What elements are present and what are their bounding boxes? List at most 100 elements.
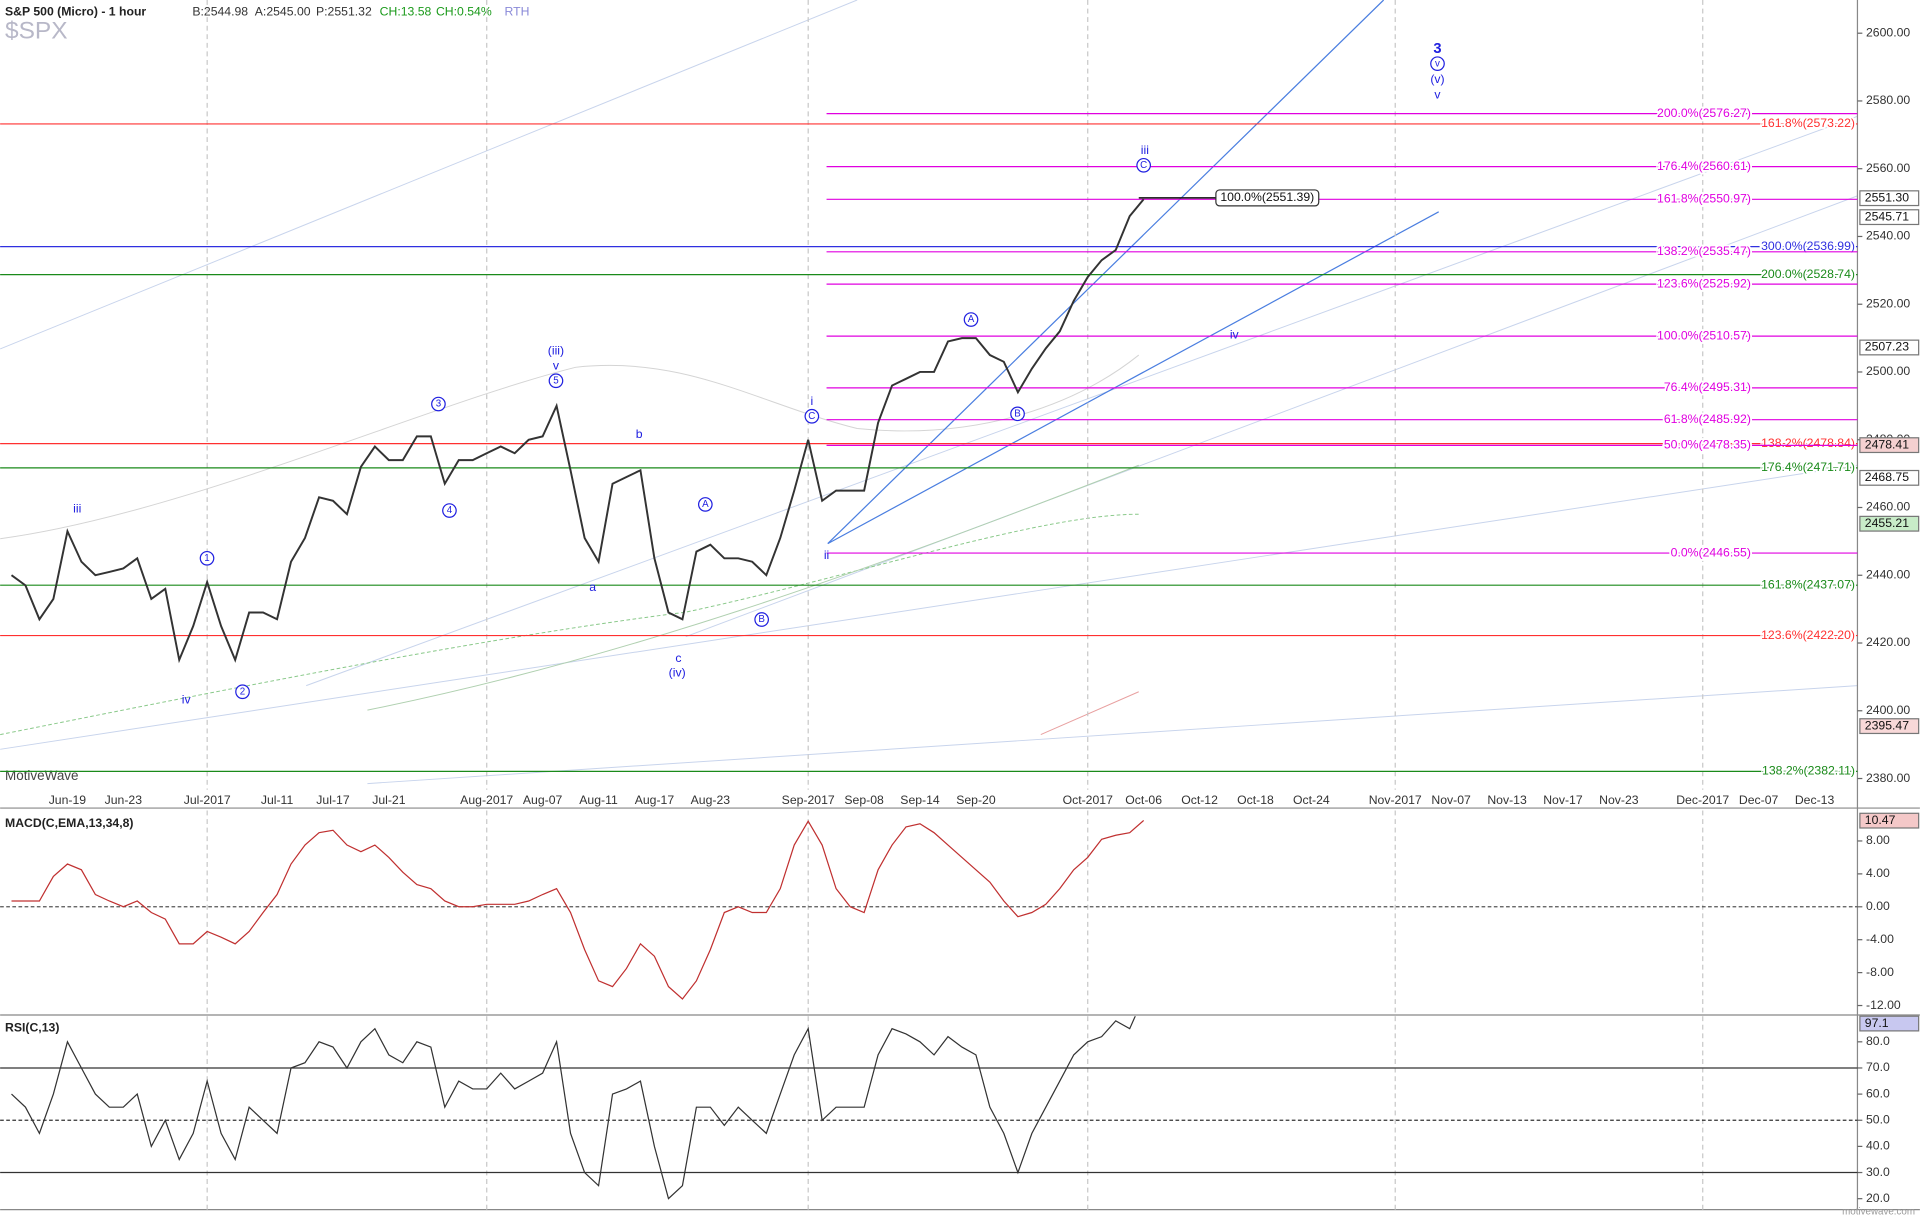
wave-label: C (1140, 160, 1147, 171)
y-tick-label: 30.0 (1866, 1165, 1890, 1179)
x-tick-label: Aug-23 (691, 793, 731, 807)
wave-circle (754, 612, 770, 627)
level-label: 161.8%(2573.22) (1761, 116, 1855, 130)
wave-label: (iv) (669, 666, 686, 680)
quote-item: RTH (505, 4, 530, 18)
wave-circle (199, 550, 215, 566)
wave-label: C (808, 411, 815, 422)
wave-label: 3 (436, 399, 442, 410)
fib-label: 76.4%(2495.31) (1664, 380, 1751, 394)
level-label: 123.6%(2422.20) (1761, 628, 1855, 642)
wave-circle (1010, 406, 1025, 422)
wave-circle (548, 373, 564, 389)
faint-trend-lines (0, 0, 1858, 785)
value-marker-label: 2478.41 (1865, 437, 1909, 451)
wave-label: 3 (1433, 41, 1441, 57)
x-tick-label: Nov-23 (1599, 793, 1639, 807)
y-tick-label: 0.00 (1866, 899, 1890, 913)
wave-label: A (968, 314, 975, 325)
fib-label: 138.2%(2535.47) (1657, 244, 1751, 258)
y-tick-label: 8.00 (1866, 833, 1890, 847)
x-tick-label: Jun-19 (49, 793, 87, 807)
x-tick-label: Nov-17 (1543, 793, 1583, 807)
macd-line (11, 819, 1145, 1000)
level-label: 138.2%(2478.84) (1761, 436, 1855, 450)
value-marker-label: 2468.75 (1865, 470, 1909, 484)
channel-lines (827, 0, 1440, 545)
rsi-line (11, 1016, 1136, 1200)
fib-label: 161.8%(2550.97) (1657, 192, 1751, 206)
x-tick-label: Oct-18 (1237, 793, 1274, 807)
target-label: 100.0%(2551.39) (1220, 190, 1314, 204)
y-tick-label: 2380.00 (1866, 771, 1910, 785)
macd-title: MACD(C,EMA,13,34,8) (5, 816, 134, 830)
value-marker-box (1859, 437, 1920, 454)
wave-circle (804, 408, 820, 424)
value-marker-box (1859, 339, 1920, 356)
wave-circle (431, 396, 446, 412)
y-tick-label: -4.00 (1866, 932, 1894, 946)
wave-label: 4 (447, 505, 453, 516)
y-tick-label: 2500.00 (1866, 364, 1910, 378)
y-tick-label: 2420.00 (1866, 635, 1910, 649)
y-tick-label: 20.0 (1866, 1191, 1890, 1205)
y-tick-label: 70.0 (1866, 1060, 1890, 1074)
level-label: 300.0%(2536.99) (1761, 239, 1855, 253)
last-value-label: 10.47 (1865, 813, 1896, 827)
y-tick-label: -8.00 (1866, 965, 1894, 979)
wave-label: (iii) (548, 344, 564, 358)
quote-item: P:2551.32 (316, 4, 372, 18)
chart-title: S&P 500 (Micro) - 1 hour (5, 4, 146, 18)
x-tick-label: Aug-07 (523, 793, 563, 807)
y-tick-label: 2440.00 (1866, 567, 1910, 581)
wave-label: 5 (553, 375, 559, 386)
x-tick-label: Jul-2017 (184, 793, 231, 807)
value-marker-box (1859, 209, 1920, 226)
wave-circle (963, 312, 979, 327)
wave-label: 2 (240, 686, 245, 697)
symbol: $SPX (5, 17, 68, 44)
x-tick-label: Oct-06 (1125, 793, 1162, 807)
x-tick-label: Nov-2017 (1369, 793, 1422, 807)
x-tick-label: Dec-07 (1739, 793, 1779, 807)
value-marker-box (1859, 469, 1920, 486)
wave-label: iii (73, 502, 81, 516)
x-tick-label: Sep-08 (844, 793, 884, 807)
y-tick-label: 2400.00 (1866, 703, 1910, 717)
wave-circle (1430, 56, 1445, 72)
quote-item: B:2544.98 (192, 4, 248, 18)
price-line (10, 198, 1145, 664)
x-tick-label: Aug-2017 (460, 793, 513, 807)
x-tick-label: Aug-17 (635, 793, 675, 807)
level-label: 200.0%(2528.74) (1761, 267, 1855, 281)
wave-label: b (636, 427, 643, 441)
level-label: 176.4%(2471.71) (1761, 460, 1855, 474)
wave-label: 1 (204, 553, 209, 564)
y-tick-label: 50.0 (1866, 1112, 1890, 1126)
last-value-box (1859, 812, 1920, 829)
y-tick-label: 40.0 (1866, 1139, 1890, 1153)
x-tick-label: Oct-2017 (1063, 793, 1114, 807)
x-tick-label: Sep-2017 (782, 793, 835, 807)
wave-label: B (758, 614, 765, 625)
fib-label: 50.0%(2478.35) (1664, 438, 1751, 452)
wave-label: a (589, 580, 596, 594)
y-tick-label: 4.00 (1866, 866, 1890, 880)
wave-label: c (675, 651, 681, 665)
wave-label: iv (1230, 328, 1240, 342)
y-tick-label: 2560.00 (1866, 161, 1910, 175)
y-tick-label: 2600.00 (1866, 25, 1910, 39)
wave-label: ii (824, 548, 829, 562)
x-tick-label: Sep-20 (956, 793, 996, 807)
fib-label: 61.8%(2485.92) (1664, 412, 1751, 426)
wave-label: (v) (1430, 72, 1444, 86)
value-marker-box (1859, 515, 1920, 532)
x-tick-label: Nov-13 (1487, 793, 1527, 807)
last-value-label: 97.1 (1865, 1016, 1889, 1030)
wave-circle (235, 684, 250, 700)
value-marker-label: 2455.21 (1865, 516, 1909, 530)
value-marker-label: 2395.47 (1865, 718, 1909, 732)
x-tick-label: Nov-07 (1431, 793, 1471, 807)
wave-label: v (1434, 88, 1441, 102)
value-marker-label: 2507.23 (1865, 340, 1909, 354)
